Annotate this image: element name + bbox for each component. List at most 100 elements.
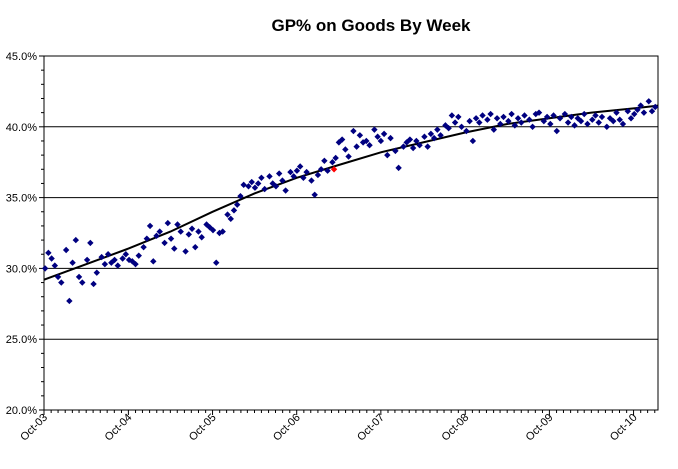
- data-point: [603, 123, 611, 130]
- data-point: [466, 117, 473, 125]
- chart-title: GP% on Goods By Week: [271, 16, 471, 35]
- data-point: [463, 127, 470, 135]
- x-tick-label: Oct-09: [524, 412, 556, 444]
- data-point: [216, 229, 223, 237]
- gridlines: [44, 126, 658, 340]
- x-tick-label: Oct-07: [355, 412, 387, 444]
- data-point: [332, 154, 339, 162]
- data-point: [380, 130, 388, 138]
- data-point: [592, 112, 599, 119]
- data-point: [192, 243, 199, 251]
- y-tick-label: 30.0%: [6, 263, 37, 275]
- x-tick-label: Oct-10: [608, 412, 640, 444]
- data-point: [69, 259, 76, 266]
- data-point: [521, 112, 528, 119]
- data-point: [434, 126, 441, 133]
- data-point: [287, 168, 294, 176]
- data-point: [353, 143, 360, 150]
- data-point: [275, 170, 283, 177]
- data-point: [505, 117, 512, 125]
- data-point: [535, 109, 543, 116]
- data-point: [345, 153, 352, 160]
- data-point: [198, 234, 205, 241]
- data-point: [518, 119, 525, 126]
- data-point: [493, 115, 501, 122]
- data-point: [248, 178, 255, 186]
- highlight-point: [330, 166, 338, 173]
- data-point: [234, 201, 241, 208]
- data-point: [254, 180, 262, 187]
- data-point: [171, 245, 178, 252]
- data-point: [490, 126, 498, 133]
- data-point: [219, 228, 226, 235]
- data-point: [363, 137, 370, 145]
- data-point: [314, 171, 322, 179]
- data-point: [41, 265, 49, 272]
- y-tick-label: 25.0%: [6, 334, 37, 346]
- data-point: [413, 137, 420, 145]
- data-point: [640, 109, 648, 116]
- data-point: [648, 108, 656, 115]
- data-point: [430, 134, 438, 142]
- x-tick-label: Oct-06: [271, 412, 303, 444]
- data-point: [156, 228, 163, 235]
- data-point: [188, 225, 196, 232]
- data-point: [279, 177, 286, 184]
- data-point: [213, 259, 220, 266]
- data-point: [282, 187, 289, 194]
- data-point: [547, 120, 554, 128]
- y-tick-label: 40.0%: [6, 122, 37, 134]
- data-point: [195, 228, 202, 235]
- data-point: [290, 173, 297, 180]
- data-point: [350, 127, 357, 135]
- data-point: [553, 127, 560, 135]
- data-points: [41, 98, 659, 305]
- data-point: [476, 119, 483, 126]
- data-point: [75, 273, 83, 281]
- data-point: [209, 226, 217, 234]
- data-point: [293, 167, 301, 174]
- data-point: [589, 116, 596, 123]
- data-point: [400, 143, 407, 150]
- data-point: [87, 239, 94, 247]
- data-point: [324, 167, 331, 174]
- data-point: [72, 236, 80, 244]
- data-point: [458, 123, 465, 130]
- data-point: [556, 115, 564, 122]
- data-point: [619, 120, 627, 128]
- data-point: [409, 144, 417, 152]
- data-point: [161, 239, 168, 247]
- data-point: [606, 115, 614, 122]
- data-point: [132, 260, 139, 268]
- data-point: [98, 253, 105, 261]
- data-point: [514, 115, 522, 122]
- x-axis: Oct-03 Oct-04 Oct-05 Oct-06 Oct-07 Oct-08 Oct-…: [18, 410, 656, 444]
- data-point: [445, 125, 452, 132]
- data-point: [90, 280, 97, 288]
- data-point: [550, 112, 557, 119]
- data-point: [45, 249, 52, 257]
- data-point: [627, 115, 635, 122]
- data-point: [146, 222, 154, 230]
- data-point: [526, 116, 533, 123]
- data-point: [272, 183, 280, 190]
- data-point: [387, 134, 394, 142]
- data-point: [237, 192, 244, 200]
- data-point: [634, 106, 641, 114]
- data-point: [51, 262, 59, 269]
- data-point: [174, 221, 181, 228]
- y-tick-label: 35.0%: [6, 193, 37, 205]
- data-point: [366, 142, 373, 149]
- data-point: [54, 273, 62, 281]
- data-point: [93, 269, 100, 276]
- plot-area-border: [43, 55, 659, 411]
- data-point: [66, 297, 73, 305]
- data-point: [317, 166, 325, 173]
- data-point: [472, 115, 480, 122]
- data-point: [342, 146, 349, 153]
- data-point: [111, 256, 118, 264]
- y-tick-label: 45.0%: [6, 51, 37, 63]
- data-point: [448, 112, 456, 119]
- data-point: [300, 174, 307, 181]
